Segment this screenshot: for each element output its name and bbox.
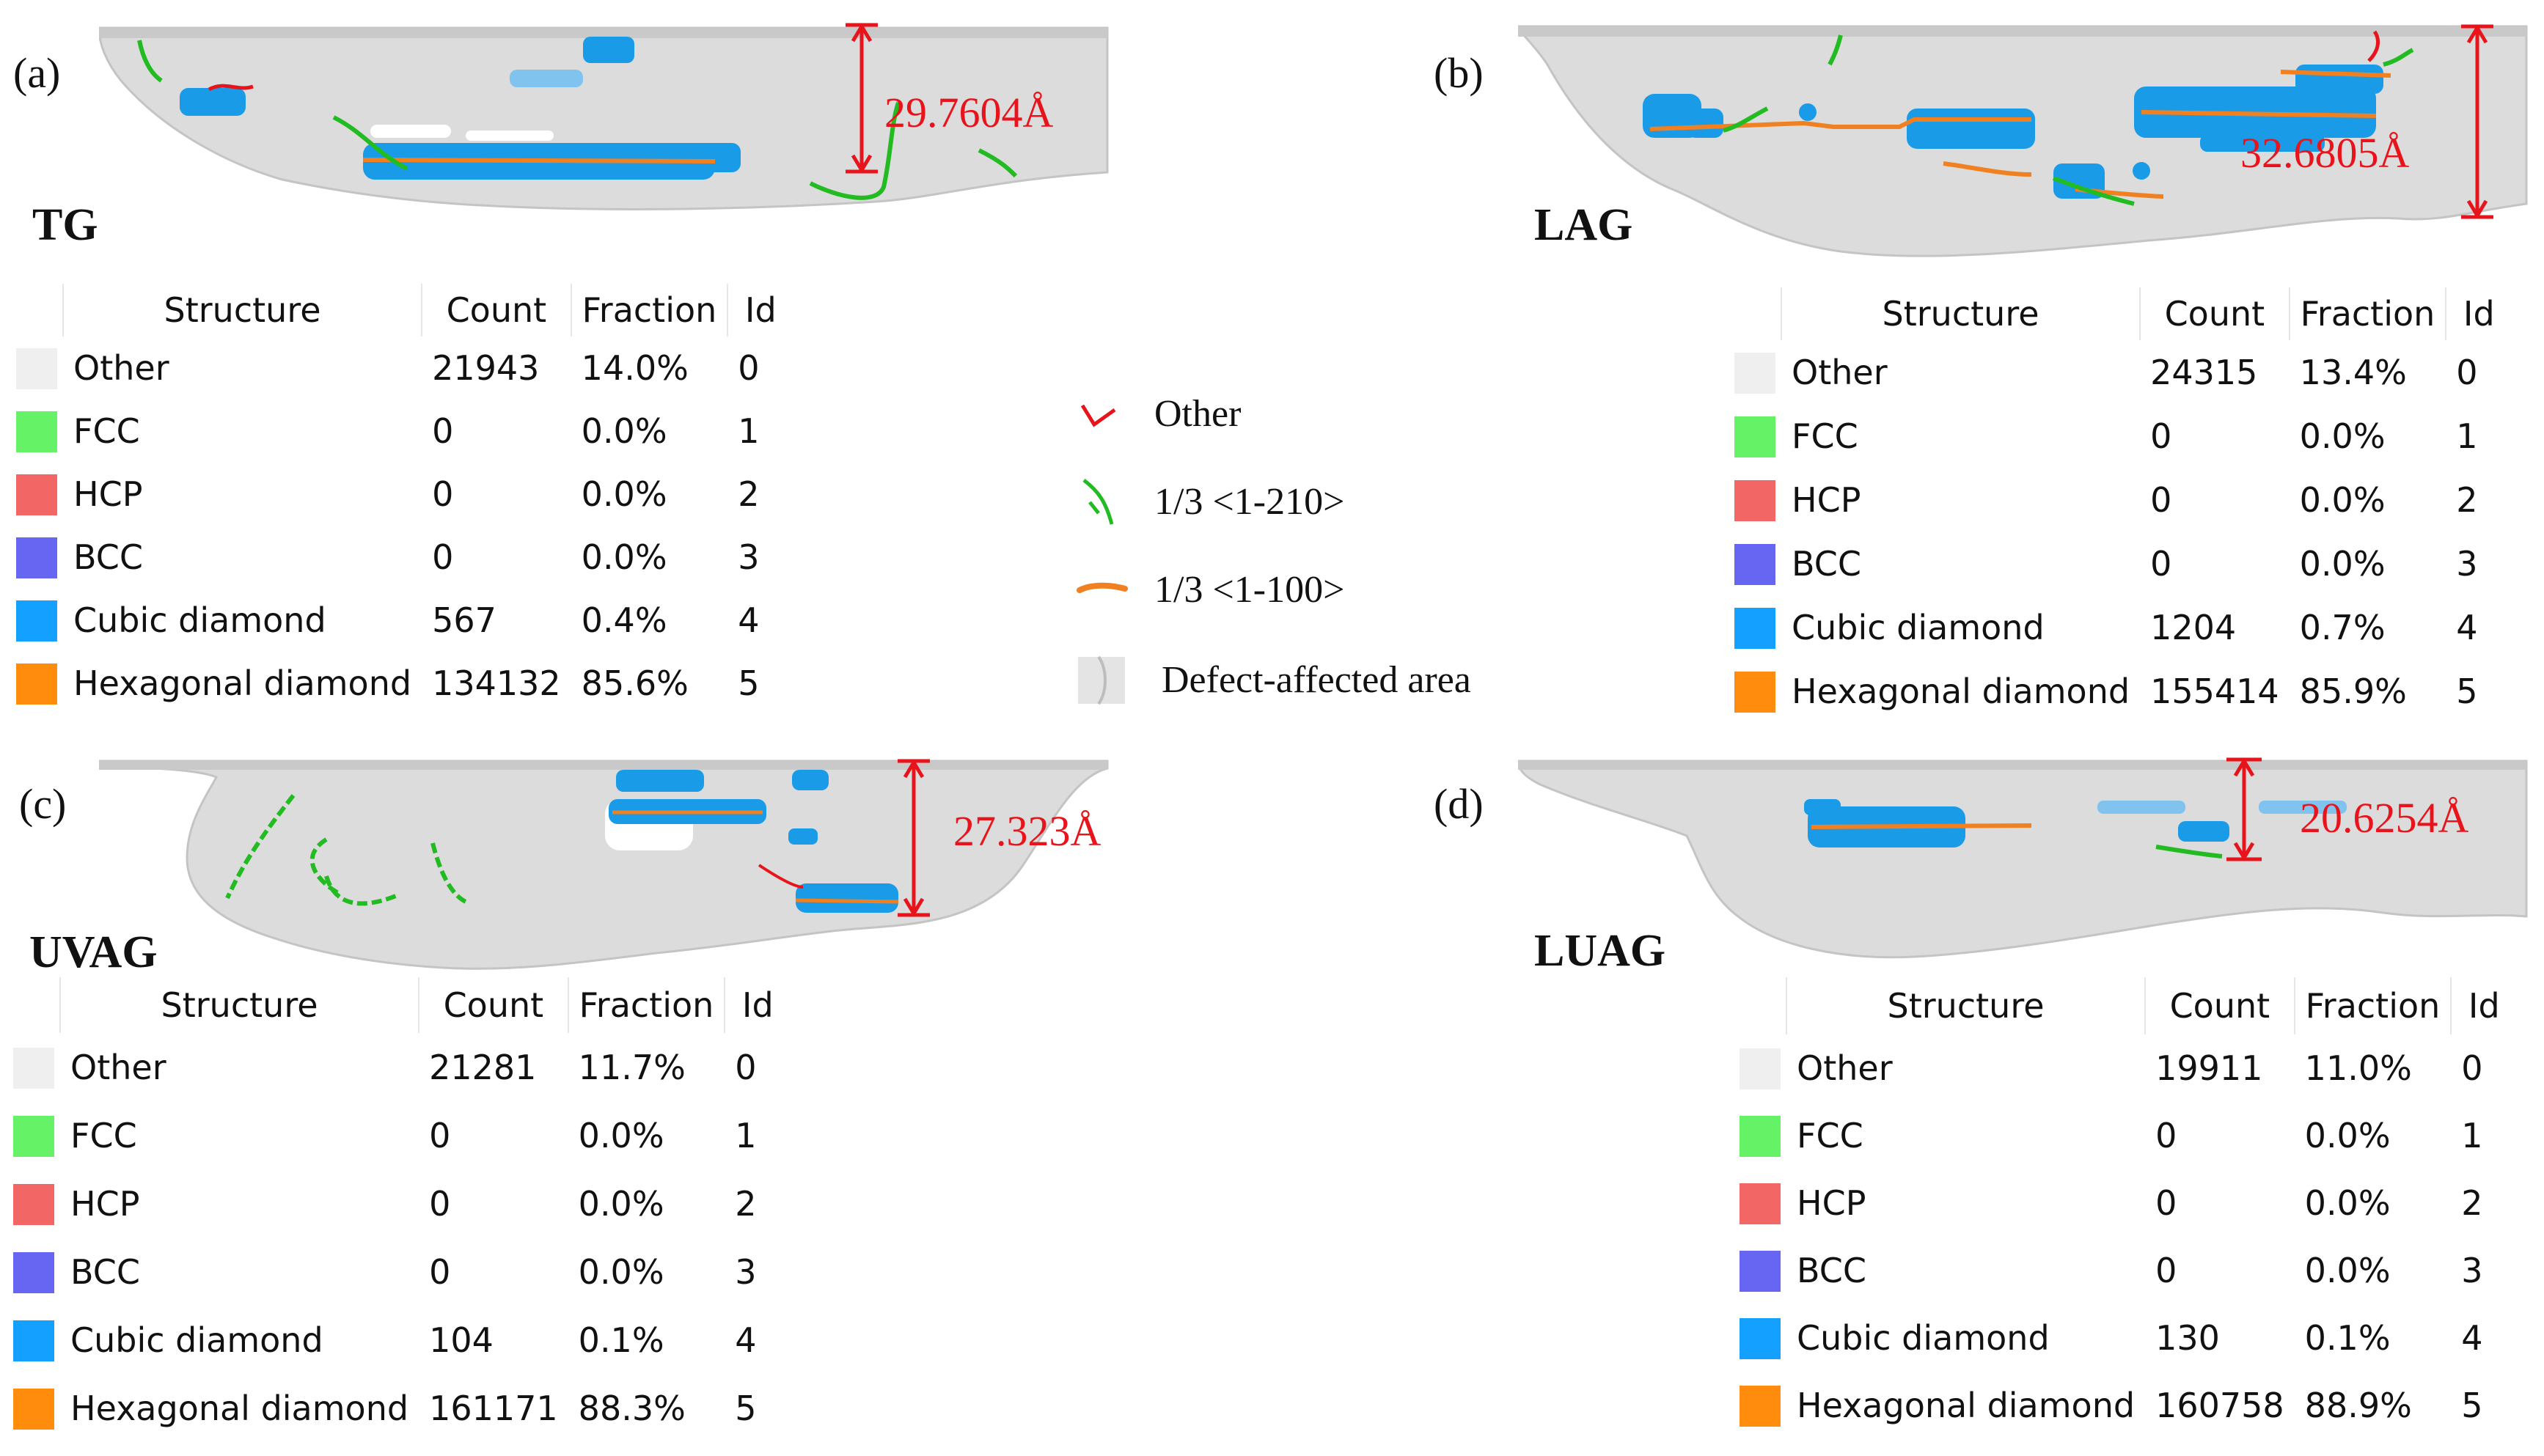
- green-dislocation-icon: [1082, 479, 1114, 525]
- panel-c-structure-table: Structure Count Fraction Id Other 21281 11…: [13, 977, 791, 1442]
- hexagonal-diamond-swatch: [1734, 671, 1775, 713]
- other-line-icon: [1080, 404, 1116, 427]
- bcc-swatch: [13, 1251, 54, 1293]
- panel-b-dimension-arrow: [2461, 24, 2493, 219]
- table-row: Hexagonal diamond 160758 88.9% 5: [1740, 1372, 2516, 1439]
- panel-b-dislocations-green: [1723, 34, 2414, 206]
- table-row: Cubic diamond 1204 0.7% 4: [1734, 595, 2511, 659]
- table-row: Other 21943 14.0% 0: [16, 337, 793, 400]
- panel-b-md-snapshot: [1518, 25, 2528, 257]
- panel-b-label: (b): [1434, 49, 1484, 97]
- col-structure: Structure: [62, 284, 422, 337]
- panel-d-label: (d): [1434, 780, 1484, 828]
- table-row: HCP 0 0.0% 2: [1734, 468, 2511, 532]
- panel-a-dislocation-orange: [362, 158, 716, 163]
- table-row: HCP 0 0.0% 2: [13, 1169, 790, 1238]
- panel-a-thickness: 29.7604Å: [884, 89, 1054, 136]
- panel-b-thickness: 32.6805Å: [2240, 129, 2410, 177]
- table-row: BCC 0 0.0% 3: [1740, 1237, 2516, 1304]
- panel-b-name: LAG: [1534, 200, 1633, 250]
- other-swatch: [1740, 1048, 1781, 1090]
- table-row: BCC 0 0.0% 3: [16, 526, 793, 589]
- cubic-diamond-swatch: [16, 600, 57, 642]
- hexagonal-diamond-swatch: [13, 1388, 54, 1430]
- col-fraction: Fraction: [2288, 287, 2446, 340]
- hcp-swatch: [1734, 479, 1775, 521]
- col-count: Count: [421, 284, 571, 337]
- table-row: FCC 0 0.0% 1: [1734, 404, 2511, 468]
- table-row: BCC 0 0.0% 3: [13, 1238, 790, 1306]
- col-id: Id: [727, 284, 793, 337]
- col-fraction: Fraction: [2293, 977, 2452, 1034]
- panel-c-name: UVAG: [29, 927, 158, 977]
- table-row: FCC 0 0.0% 1: [1740, 1102, 2516, 1169]
- panel-a-name: TG: [32, 200, 98, 250]
- panel-a-dimension-arrow: [846, 23, 878, 174]
- panel-a-md-snapshot: [99, 26, 1109, 210]
- panel-c-thickness: 27.323Å: [953, 807, 1101, 855]
- table-row: Hexagonal diamond 134132 85.6% 5: [16, 652, 793, 715]
- bcc-swatch: [1740, 1251, 1781, 1293]
- col-structure: Structure: [59, 977, 419, 1033]
- cubic-diamond-swatch: [13, 1320, 54, 1361]
- hexagonal-diamond-swatch: [16, 663, 57, 705]
- panel-d-dimension-arrow: [2226, 757, 2262, 861]
- fcc-swatch: [13, 1115, 54, 1157]
- panel-d-md-snapshot: [1518, 760, 2528, 959]
- panel-a-label: (a): [13, 49, 61, 97]
- col-fraction: Fraction: [570, 284, 728, 337]
- orange-dislocation-icon: [1077, 582, 1128, 593]
- cubic-diamond-swatch: [1740, 1318, 1781, 1360]
- table-row: FCC 0 0.0% 1: [13, 1101, 790, 1169]
- col-id: Id: [724, 977, 791, 1033]
- panel-d-structure-table: Structure Count Fraction Id Other 19911 11…: [1740, 977, 2517, 1439]
- panel-c-dislocations-green: [225, 794, 467, 906]
- col-fraction: Fraction: [567, 977, 725, 1033]
- hcp-swatch: [1740, 1183, 1781, 1225]
- panel-d-name: LUAG: [1534, 926, 1666, 976]
- table-row: BCC 0 0.0% 3: [1734, 532, 2511, 595]
- table-row: HCP 0 0.0% 2: [1740, 1169, 2516, 1237]
- fcc-swatch: [1734, 416, 1775, 457]
- col-id: Id: [2450, 977, 2517, 1034]
- panel-d-thickness: 20.6254Å: [2300, 794, 2469, 842]
- hcp-swatch: [13, 1183, 54, 1225]
- panel-a-structure-table: Structure Count Fraction Id Other 21943 14…: [16, 284, 793, 715]
- fcc-swatch: [1740, 1116, 1781, 1158]
- other-swatch: [16, 348, 57, 390]
- panel-b-structure-table: Structure Count Fraction Id Other 24315 13…: [1734, 287, 2512, 723]
- table-row: HCP 0 0.0% 2: [16, 463, 793, 526]
- col-structure: Structure: [1780, 287, 2141, 340]
- table-row: Other 24315 13.4% 0: [1734, 340, 2511, 404]
- col-count: Count: [2144, 977, 2295, 1034]
- col-count: Count: [418, 977, 568, 1033]
- col-id: Id: [2445, 287, 2512, 340]
- other-swatch: [1734, 352, 1775, 394]
- other-swatch: [13, 1047, 54, 1089]
- table-row: Other 19911 11.0% 0: [1740, 1034, 2516, 1102]
- table-row: Hexagonal diamond 155414 85.9% 5: [1734, 659, 2511, 723]
- panel-c-dimension-arrow: [898, 759, 930, 917]
- cubic-diamond-swatch: [1734, 607, 1775, 649]
- table-row: Hexagonal diamond 161171 88.3% 5: [13, 1374, 790, 1442]
- table-row: Other 21281 11.7% 0: [13, 1033, 790, 1101]
- hexagonal-diamond-swatch: [1740, 1386, 1781, 1427]
- table-row: Cubic diamond 104 0.1% 4: [13, 1306, 790, 1374]
- table-row: Cubic diamond 567 0.4% 4: [16, 589, 793, 652]
- bcc-swatch: [1734, 543, 1775, 585]
- col-structure: Structure: [1785, 977, 2146, 1034]
- fcc-swatch: [16, 411, 57, 453]
- panel-c-md-snapshot: [99, 760, 1109, 970]
- bcc-swatch: [16, 537, 57, 579]
- table-row: FCC 0 0.0% 1: [16, 400, 793, 463]
- defect-area-icon: [1078, 655, 1125, 705]
- table-row: Cubic diamond 130 0.1% 4: [1740, 1304, 2516, 1372]
- hcp-swatch: [16, 474, 57, 516]
- panel-c-label: (c): [19, 780, 67, 828]
- col-count: Count: [2139, 287, 2290, 340]
- panel-a-dislocations-green: [137, 40, 1018, 200]
